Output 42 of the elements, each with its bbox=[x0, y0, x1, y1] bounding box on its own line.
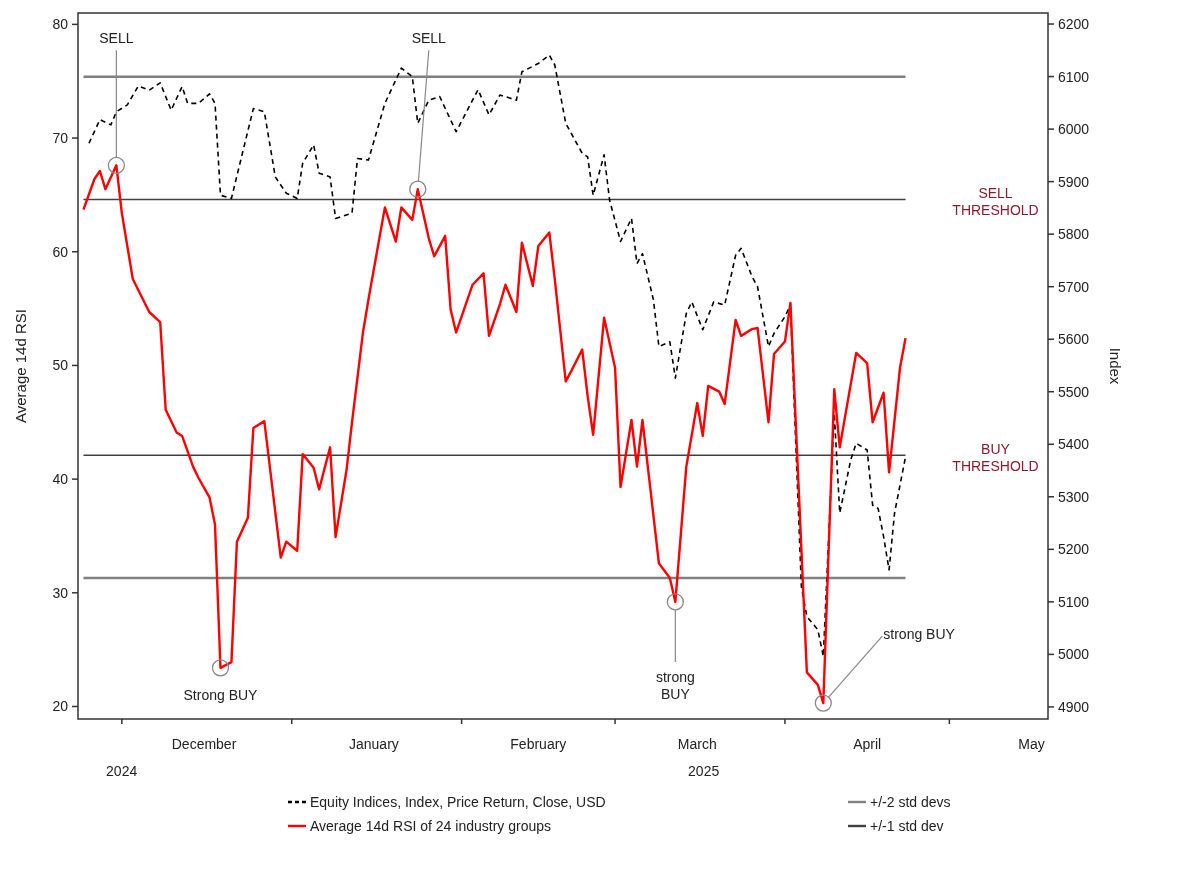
y2-tick-label: 5500 bbox=[1058, 383, 1090, 400]
y2-tick-label: 5200 bbox=[1058, 541, 1090, 558]
x-tick-label: January bbox=[349, 736, 399, 752]
y-tick-label: 70 bbox=[52, 130, 69, 147]
y2-tick-label: 6000 bbox=[1058, 121, 1090, 138]
y-tick-label: 20 bbox=[52, 698, 69, 715]
x-tick-label: March bbox=[677, 736, 717, 752]
y2-tick-label: 5300 bbox=[1058, 488, 1090, 505]
legend-label: +/-2 std devs bbox=[870, 794, 951, 810]
y-tick-label: 50 bbox=[52, 357, 69, 374]
y2-axis-title: Index bbox=[1107, 347, 1124, 385]
annotation: strong BUY bbox=[883, 626, 956, 643]
annotation: SELL bbox=[411, 30, 447, 47]
legend-label: +/-1 std dev bbox=[870, 818, 944, 834]
annotation: BUY THRESHOLD bbox=[952, 441, 1039, 475]
x-tick-label: May bbox=[1018, 736, 1045, 752]
x-tick-label: February bbox=[510, 736, 567, 752]
y2-tick-label: 5900 bbox=[1058, 173, 1090, 190]
text: 2024 bbox=[106, 763, 138, 779]
y2-tick-label: 5700 bbox=[1058, 278, 1090, 295]
y2-tick-label: 5400 bbox=[1058, 436, 1090, 453]
y-axis-title: Average 14d RSI bbox=[12, 309, 29, 423]
y2-tick-label: 5800 bbox=[1058, 226, 1090, 243]
y2-tick-label: 5100 bbox=[1058, 593, 1090, 610]
y2-tick-label: 5000 bbox=[1058, 646, 1090, 663]
annotation: strong BUY bbox=[655, 668, 695, 702]
legend-label: Equity Indices, Index, Price Return, Close, USD bbox=[310, 794, 606, 810]
y2-tick-label: 6100 bbox=[1058, 68, 1090, 85]
y2-tick-label: 5600 bbox=[1058, 331, 1090, 348]
y2-tick-label: 4900 bbox=[1058, 698, 1090, 715]
text: 2025 bbox=[688, 763, 720, 779]
annotation: Strong BUY bbox=[183, 686, 259, 703]
x-tick-label: April bbox=[853, 736, 882, 752]
y2-tick-label: 6200 bbox=[1058, 16, 1090, 33]
y-tick-label: 80 bbox=[52, 16, 69, 33]
y-tick-label: 30 bbox=[52, 584, 69, 601]
annotation: SELL bbox=[99, 30, 134, 47]
legend-label: Average 14d RSI of 24 industry groups bbox=[310, 818, 552, 834]
annotation: SELL THRESHOLD bbox=[952, 185, 1039, 219]
x-tick-label: December bbox=[171, 736, 237, 752]
y-tick-label: 60 bbox=[52, 243, 69, 260]
y-tick-label: 40 bbox=[52, 471, 69, 488]
